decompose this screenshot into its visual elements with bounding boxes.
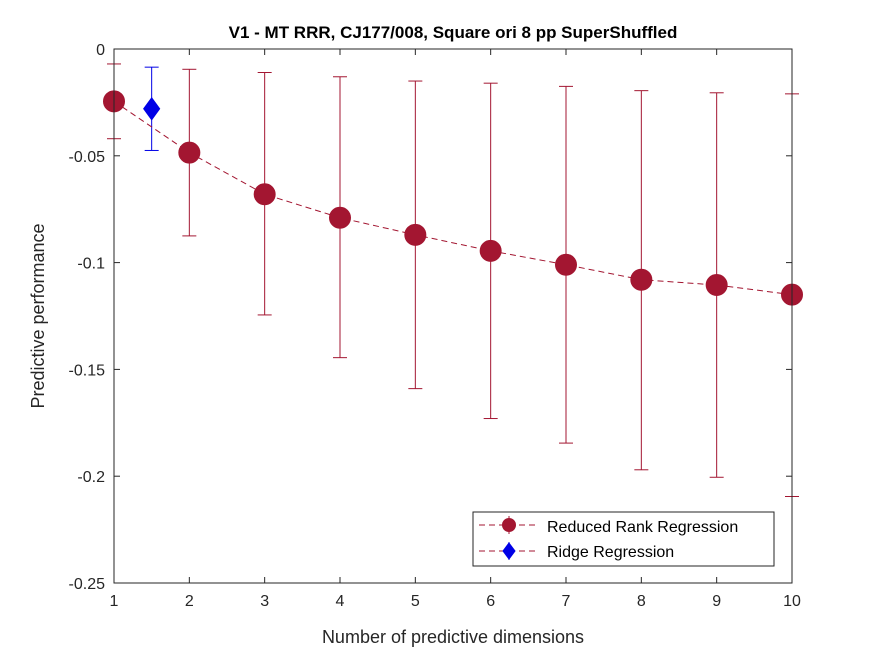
x-tick-label: 5: [411, 593, 420, 610]
legend-box: [472, 511, 775, 567]
x-axis-label: Number of predictive dimensions: [322, 627, 584, 647]
legend-marker: [502, 542, 516, 560]
legend-symbol-ridge-regression: [479, 542, 538, 560]
x-tick-label: 3: [260, 593, 269, 610]
y-tick-label: -0.05: [69, 149, 106, 166]
x-tick-label: 10: [783, 593, 801, 610]
x-tick-label: 2: [185, 593, 194, 610]
chart-title: V1 - MT RRR, CJ177/008, Square ori 8 pp …: [229, 23, 678, 42]
y-tick-label: -0.1: [77, 256, 105, 273]
data-point: [630, 268, 653, 291]
y-axis-label: Predictive performance: [28, 223, 48, 408]
data-point: [253, 183, 276, 206]
data-point: [479, 239, 502, 262]
series-lines: [113, 100, 793, 296]
plot-area: [114, 49, 792, 583]
x-tick-label: 8: [637, 593, 646, 610]
data-point: [329, 206, 351, 229]
y-tick-label: -0.15: [69, 362, 106, 379]
x-tick-label: 7: [562, 593, 571, 610]
axis-ticks: 1 2 3 4 5 6 7 8 9 10 0 -0.05 -0.1 -0.15 -0.2 -0.25: [69, 42, 801, 610]
data-point-diamond: [143, 96, 161, 121]
data-point: [404, 223, 427, 246]
data-point: [555, 253, 577, 276]
y-tick-label: -0.25: [69, 576, 106, 593]
legend-label-reduced-rank-regression: Reduced Rank Regression: [547, 519, 738, 536]
legend-label-ridge-regression: Ridge Regression: [547, 544, 674, 561]
legend-marker: [502, 518, 516, 532]
series-line-0: [113, 100, 793, 296]
plot-frame: [113, 48, 793, 584]
data-point: [705, 274, 728, 297]
data-point: [178, 141, 201, 164]
legend-symbol-reduced-rank-regression: [479, 516, 538, 534]
x-tick-label: 1: [110, 593, 119, 610]
x-tick-label: 4: [336, 593, 345, 610]
x-tick-label: 6: [486, 593, 495, 610]
legend: Reduced Rank Regression Ridge Regression: [472, 511, 775, 567]
x-tick-label: 9: [712, 593, 721, 610]
y-tick-label: -0.2: [77, 469, 105, 486]
y-tick-label: 0: [96, 42, 105, 59]
